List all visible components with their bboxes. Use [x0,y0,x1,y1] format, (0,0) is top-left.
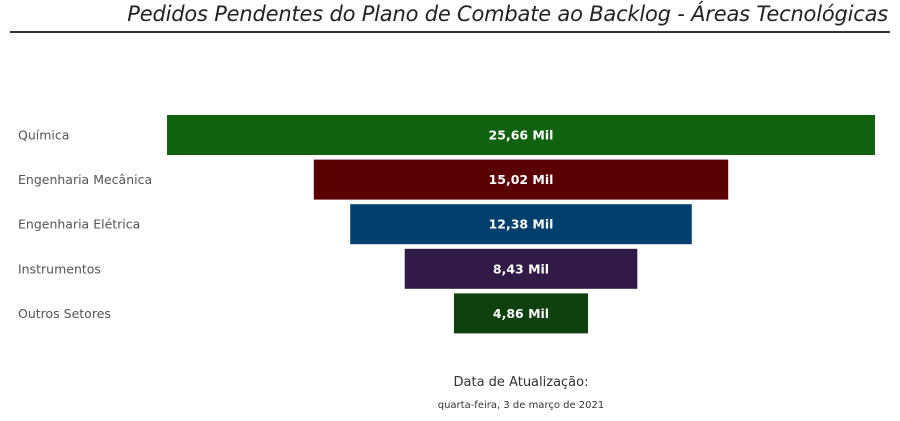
data-label: 25,66 Mil [489,128,554,143]
update-label: Data de Atualização: [0,375,900,390]
category-label: Química [18,128,69,143]
category-label: Engenharia Mecânica [18,172,152,187]
data-label: 4,86 Mil [493,306,549,321]
category-label: Instrumentos [18,261,101,276]
data-label: 8,43 Mil [493,261,549,276]
data-label: 15,02 Mil [489,172,554,187]
category-label: Outros Setores [18,306,111,321]
update-date: quarta-feira, 3 de março de 2021 [0,400,900,411]
funnel-chart: 25,66 Mil Química 15,02 Mil Engenharia Mecâ… [0,0,900,421]
data-label: 12,38 Mil [489,217,554,232]
category-label: Engenharia Elétrica [18,217,140,232]
